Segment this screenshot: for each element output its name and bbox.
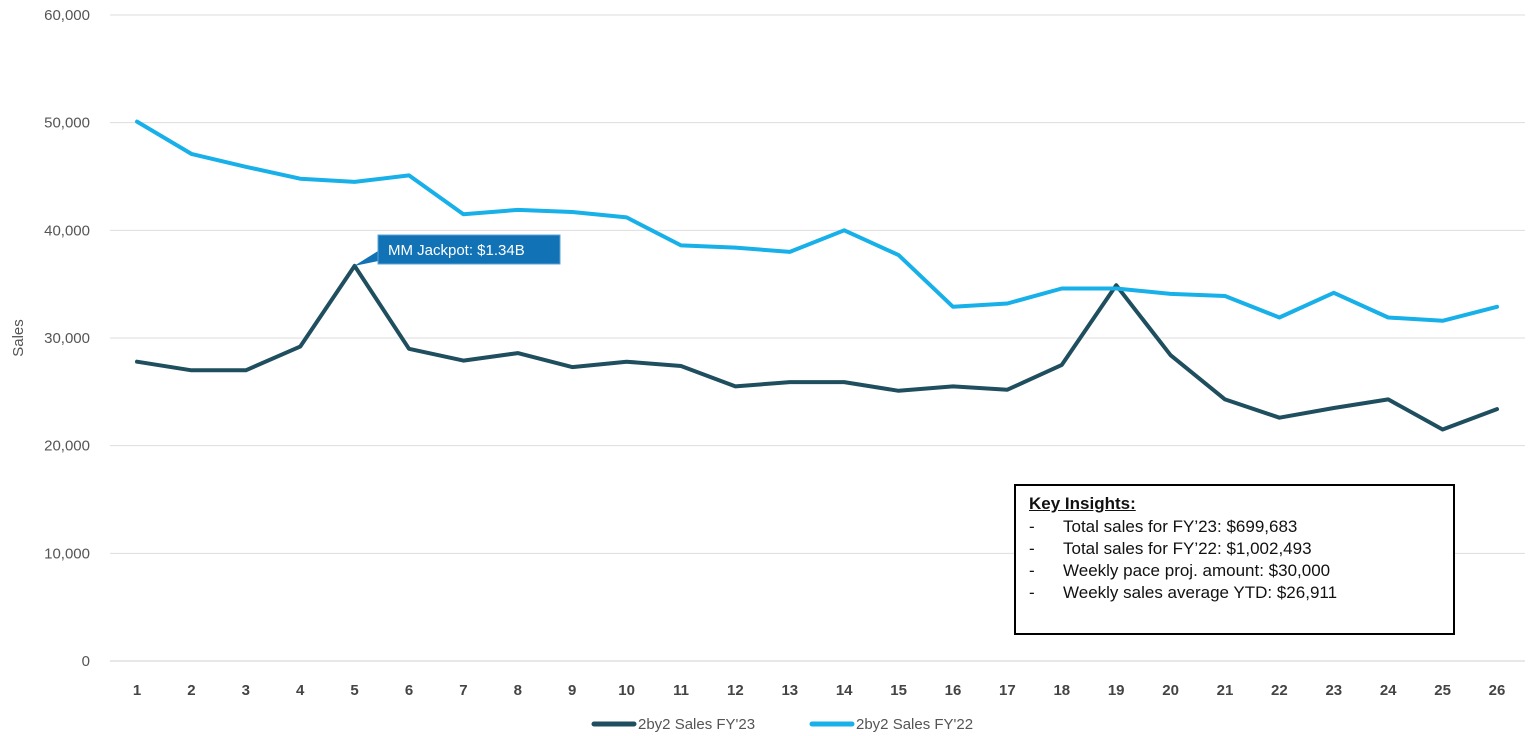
x-tick-label: 4 [296,682,305,699]
x-tick-label: 6 [405,682,413,699]
x-tick-label: 11 [673,682,689,699]
y-axis-ticks: 0 10,000 20,000 30,000 40,000 50,000 60,000 [44,7,90,670]
y-tick-label: 30,000 [44,330,90,347]
x-axis-ticks: 1 2 3 4 5 6 7 8 9 10 11 12 13 14 15 16 17 18 19 20 21 22 23 24 2… [133,682,1506,699]
gridlines [110,14,1525,662]
annotation: MM Jackpot: $1.34B [354,234,561,266]
x-tick-label: 7 [459,682,467,699]
y-tick-label: 20,000 [44,438,90,455]
y-tick-label: 0 [82,653,90,670]
x-tick-label: 1 [133,682,141,699]
series-line-fy23 [135,263,1499,432]
insight-item: Total sales for FY’22: $1,002,493 [1029,538,1453,560]
x-tick-label: 19 [1108,682,1125,699]
x-tick-label: 24 [1380,682,1397,699]
insight-item: Weekly pace proj. amount: $30,000 [1029,560,1453,582]
y-axis-title: Sales [10,319,27,357]
x-tick-label: 9 [568,682,576,699]
x-tick-label: 18 [1053,682,1070,699]
key-insights-title: Key Insights: [1029,494,1136,513]
x-tick-label: 14 [836,682,853,699]
x-tick-label: 25 [1434,682,1451,699]
annotation-box [377,234,561,265]
key-insights-list: Total sales for FY’23: $699,683 Total sa… [1029,516,1453,604]
y-tick-label: 10,000 [44,545,90,562]
x-tick-label: 13 [781,682,798,699]
y-tick-label: 40,000 [44,222,90,239]
x-tick-label: 17 [999,682,1016,699]
x-tick-label: 2 [187,682,195,699]
x-tick-label: 16 [945,682,962,699]
x-tick-label: 26 [1489,682,1506,699]
x-tick-label: 10 [618,682,635,699]
legend-label-fy23: 2by2 Sales FY'23 [638,716,755,733]
annotation-label: MM Jackpot: $1.34B [388,242,525,259]
x-tick-label: 20 [1162,682,1179,699]
key-insights-box: Key Insights: Total sales for FY’23: $69… [1014,484,1455,635]
y-tick-label: 60,000 [44,7,90,24]
x-tick-label: 3 [242,682,250,699]
y-tick-label: 50,000 [44,115,90,132]
x-tick-label: 21 [1217,682,1234,699]
insight-item: Total sales for FY’23: $699,683 [1029,516,1453,538]
x-tick-label: 5 [350,682,358,699]
annotation-pointer [354,251,383,266]
insight-item: Weekly sales average YTD: $26,911 [1029,582,1453,604]
x-tick-label: 22 [1271,682,1288,699]
series-line-fy22 [135,119,1499,323]
series-lines [135,119,1499,432]
x-tick-label: 15 [890,682,907,699]
legend: 2by2 Sales FY'23 2by2 Sales FY'22 [591,716,973,733]
x-tick-label: 12 [727,682,744,699]
x-tick-label: 23 [1325,682,1342,699]
legend-label-fy22: 2by2 Sales FY'22 [856,716,973,733]
x-tick-label: 8 [514,682,522,699]
